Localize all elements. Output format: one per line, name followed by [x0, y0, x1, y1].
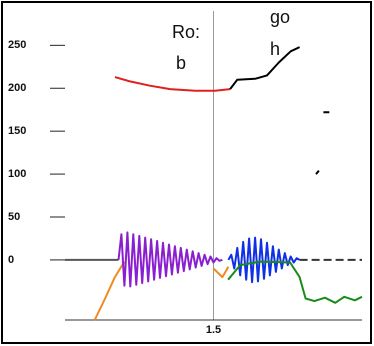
annotation: Ro: — [172, 22, 200, 42]
series-line — [229, 46, 330, 175]
annotation: h — [270, 39, 280, 59]
plot: 250 200 150 100 50 0 1.5 — [8, 11, 363, 336]
y-tick-label: 250 — [8, 39, 26, 51]
y-tick-label: 0 — [8, 254, 14, 266]
series-line — [117, 231, 223, 288]
y-tick-label: 150 — [8, 125, 26, 137]
y-tick-label: 100 — [8, 168, 26, 180]
annotation: b — [176, 53, 186, 73]
series-line — [227, 260, 363, 304]
series-line — [114, 76, 231, 92]
y-tick-label: 50 — [8, 211, 20, 223]
y-tick-label: 200 — [8, 82, 26, 94]
annotation: go — [270, 7, 290, 27]
series-line — [227, 236, 301, 284]
x-tick-label: 1.5 — [206, 324, 221, 336]
series-line — [93, 261, 230, 321]
